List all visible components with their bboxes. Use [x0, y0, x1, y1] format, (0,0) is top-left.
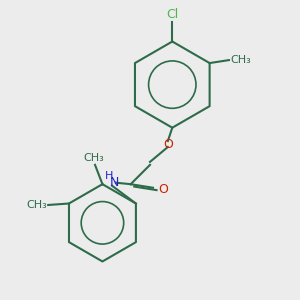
Text: H: H: [104, 171, 113, 181]
Text: O: O: [158, 183, 168, 196]
Text: Cl: Cl: [166, 8, 178, 21]
Text: CH₃: CH₃: [26, 200, 47, 210]
Text: CH₃: CH₃: [84, 153, 104, 164]
Text: CH₃: CH₃: [230, 55, 251, 65]
Text: O: O: [163, 138, 173, 151]
Text: N: N: [110, 176, 119, 189]
